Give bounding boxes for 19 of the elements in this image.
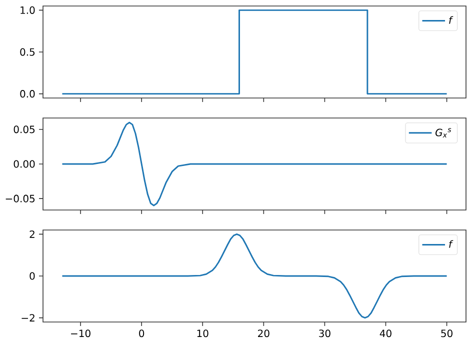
y-tick-label: 0.5 <box>20 48 35 56</box>
x-tick-label: 10 <box>197 330 208 338</box>
x-tick-label: 30 <box>319 330 330 338</box>
y-tick-label: 2 <box>30 230 34 238</box>
x-tick-label: 40 <box>380 330 392 338</box>
legend-label: f <box>449 240 454 248</box>
x-tick-label: 50 <box>441 330 452 338</box>
y-tick-label: 0 <box>30 272 35 280</box>
y-tick-label: −0.05 <box>6 194 35 202</box>
y-tick-label: 0.0 <box>20 90 35 98</box>
y-tick-label: 0.00 <box>14 160 35 168</box>
x-tick-label: 20 <box>258 330 270 338</box>
y-tick-label: 1.0 <box>20 6 35 14</box>
line-series <box>62 122 448 206</box>
x-tick-label: −10 <box>71 330 90 338</box>
y-tick-label: 0.05 <box>14 126 35 134</box>
y-tick-label: −2 <box>22 314 34 322</box>
x-tick-label: 0 <box>139 330 144 338</box>
legend-label: f <box>449 16 454 24</box>
